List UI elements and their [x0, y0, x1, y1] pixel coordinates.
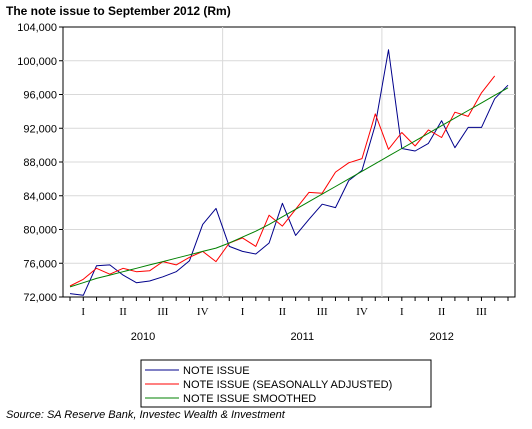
legend: NOTE ISSUE NOTE ISSUE (SEASONALLY ADJUSTE… — [140, 359, 432, 408]
quarter-label: II — [438, 306, 446, 318]
legend-item-seasonally-adjusted-label: NOTE ISSUE (SEASONALLY ADJUSTED) — [183, 379, 392, 391]
year-label: 2010 — [131, 331, 155, 343]
legend-item-smoothed-label: NOTE ISSUE SMOOTHED — [183, 393, 316, 405]
y-tick-label: 80,000 — [23, 225, 57, 237]
y-tick-label: 96,000 — [23, 90, 57, 102]
quarter-label: II — [119, 306, 127, 318]
y-tick-label: 104,000 — [17, 22, 57, 34]
y-tick-label: 88,000 — [23, 157, 57, 169]
quarter-label: III — [317, 306, 328, 318]
quarter-label: III — [476, 306, 487, 318]
quarter-label: IV — [197, 306, 209, 318]
chart-title: The note issue to September 2012 (Rm) — [6, 4, 231, 18]
quarter-label: IV — [356, 306, 368, 318]
year-label: 2012 — [429, 331, 453, 343]
quarter-label: I — [81, 306, 85, 318]
quarter-label: II — [279, 306, 287, 318]
year-label: 2011 — [290, 331, 314, 343]
y-axis-ticks: 72,000 76,000 80,000 84,000 88,000 92,000 96,0… — [17, 22, 63, 304]
quarter-label: I — [241, 306, 245, 318]
series-line-smoothed — [69, 87, 509, 288]
series-line-note-issue — [69, 49, 509, 296]
source-note: Source: SA Reserve Bank, Investec Wealth… — [6, 409, 285, 421]
quarter-label: III — [157, 306, 168, 318]
series-lines — [69, 49, 509, 296]
y-tick-label: 100,000 — [17, 56, 57, 68]
legend-box — [140, 359, 432, 408]
y-tick-label: 84,000 — [23, 191, 57, 203]
y-tick-label: 72,000 — [23, 292, 57, 304]
y-tick-label: 92,000 — [23, 123, 57, 135]
legend-item-note-issue-label: NOTE ISSUE — [183, 365, 250, 377]
quarter-label: I — [400, 306, 404, 318]
y-tick-label: 76,000 — [23, 258, 57, 270]
